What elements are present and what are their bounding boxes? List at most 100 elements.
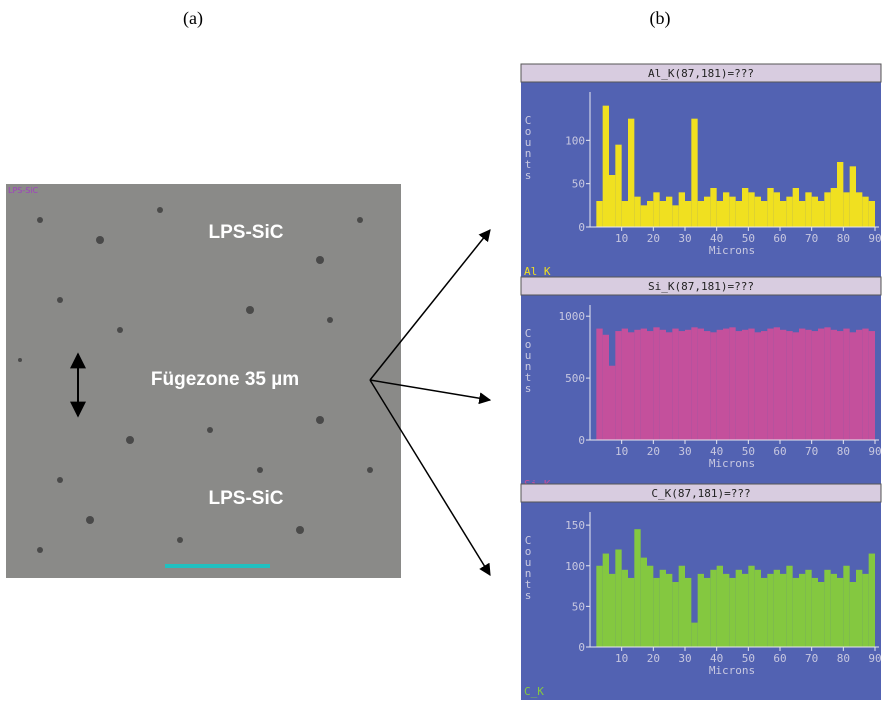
- bar: [837, 162, 844, 227]
- bar: [818, 328, 825, 440]
- bar: [811, 577, 818, 647]
- y-tick-label: 50: [572, 178, 585, 191]
- x-tick-label: 80: [837, 232, 850, 245]
- bar: [805, 329, 812, 440]
- bar: [773, 192, 780, 227]
- bar: [824, 327, 831, 440]
- bar: [856, 192, 863, 227]
- x-tick-label: 20: [647, 652, 660, 665]
- bar: [653, 192, 660, 227]
- bar: [856, 329, 863, 440]
- bar: [837, 331, 844, 440]
- bar: [596, 201, 603, 227]
- bar: [653, 327, 660, 440]
- bar: [723, 573, 730, 647]
- bar: [862, 573, 869, 647]
- bar: [799, 201, 806, 227]
- bar: [666, 573, 673, 647]
- bar: [647, 331, 654, 440]
- bar: [862, 328, 869, 440]
- y-tick-label: 0: [578, 434, 585, 447]
- bar: [685, 577, 692, 647]
- bar: [697, 201, 704, 227]
- bar: [672, 582, 679, 647]
- bar: [621, 328, 628, 440]
- bar: [672, 205, 679, 227]
- bar: [849, 582, 856, 647]
- bar: [685, 201, 692, 227]
- bar: [659, 329, 666, 440]
- x-tick-label: 60: [773, 445, 786, 458]
- image-label: LPS-SiC: [209, 222, 284, 243]
- x-axis-label: Microns: [709, 244, 755, 257]
- y-tick-label: 50: [572, 600, 585, 613]
- bar: [830, 573, 837, 647]
- bar: [868, 553, 875, 647]
- bar: [678, 192, 685, 227]
- bar: [792, 332, 799, 440]
- bar: [824, 192, 831, 227]
- bar: [628, 118, 635, 227]
- bar: [843, 565, 850, 647]
- x-tick-label: 40: [710, 232, 723, 245]
- panel-label: (a): [183, 8, 203, 29]
- bar: [716, 565, 723, 647]
- bar: [786, 565, 793, 647]
- bar: [659, 201, 666, 227]
- bar: [742, 188, 749, 227]
- x-tick-label: 50: [742, 232, 755, 245]
- x-tick-label: 40: [710, 445, 723, 458]
- y-tick-label: 100: [565, 560, 585, 573]
- bar: [773, 569, 780, 647]
- bar: [811, 196, 818, 227]
- y-tick-label: 100: [565, 134, 585, 147]
- bar: [609, 365, 616, 440]
- title-bar: [520, 483, 882, 503]
- bar: [805, 569, 812, 647]
- x-tick-label: 50: [742, 445, 755, 458]
- bar: [729, 327, 736, 440]
- bar: [659, 569, 666, 647]
- bar: [792, 188, 799, 227]
- bar: [666, 332, 673, 440]
- bar: [653, 577, 660, 647]
- bar: [640, 557, 647, 647]
- x-tick-label: 30: [678, 652, 691, 665]
- bar: [615, 549, 622, 647]
- bar: [748, 328, 755, 440]
- bar: [786, 331, 793, 440]
- bar: [609, 175, 616, 227]
- x-tick-label: 70: [805, 232, 818, 245]
- x-tick-label: 10: [615, 232, 628, 245]
- bar: [761, 331, 768, 440]
- x-tick-label: 90: [868, 652, 881, 665]
- bar: [862, 196, 869, 227]
- bar: [742, 329, 749, 440]
- x-tick-label: 30: [678, 445, 691, 458]
- bar: [704, 577, 711, 647]
- x-axis-label: Microns: [709, 664, 755, 677]
- bar: [716, 201, 723, 227]
- bar: [811, 331, 818, 440]
- bar: [830, 329, 837, 440]
- bar: [691, 118, 698, 227]
- y-axis-label: Counts: [522, 327, 535, 393]
- bar: [691, 622, 698, 647]
- title-bar: [520, 276, 882, 296]
- bar: [824, 569, 831, 647]
- title-bar: [520, 63, 882, 83]
- x-tick-label: 60: [773, 652, 786, 665]
- bar: [621, 201, 628, 227]
- y-axis-label: Counts: [522, 534, 535, 600]
- bar: [761, 201, 768, 227]
- bar: [735, 569, 742, 647]
- bar: [628, 577, 635, 647]
- chart-title: Al_K(87,181)=???: [648, 67, 754, 80]
- series-label: Al_K: [524, 265, 551, 278]
- x-tick-label: 50: [742, 652, 755, 665]
- bar: [666, 196, 673, 227]
- bar: [716, 329, 723, 440]
- bar: [849, 166, 856, 227]
- bar: [818, 201, 825, 227]
